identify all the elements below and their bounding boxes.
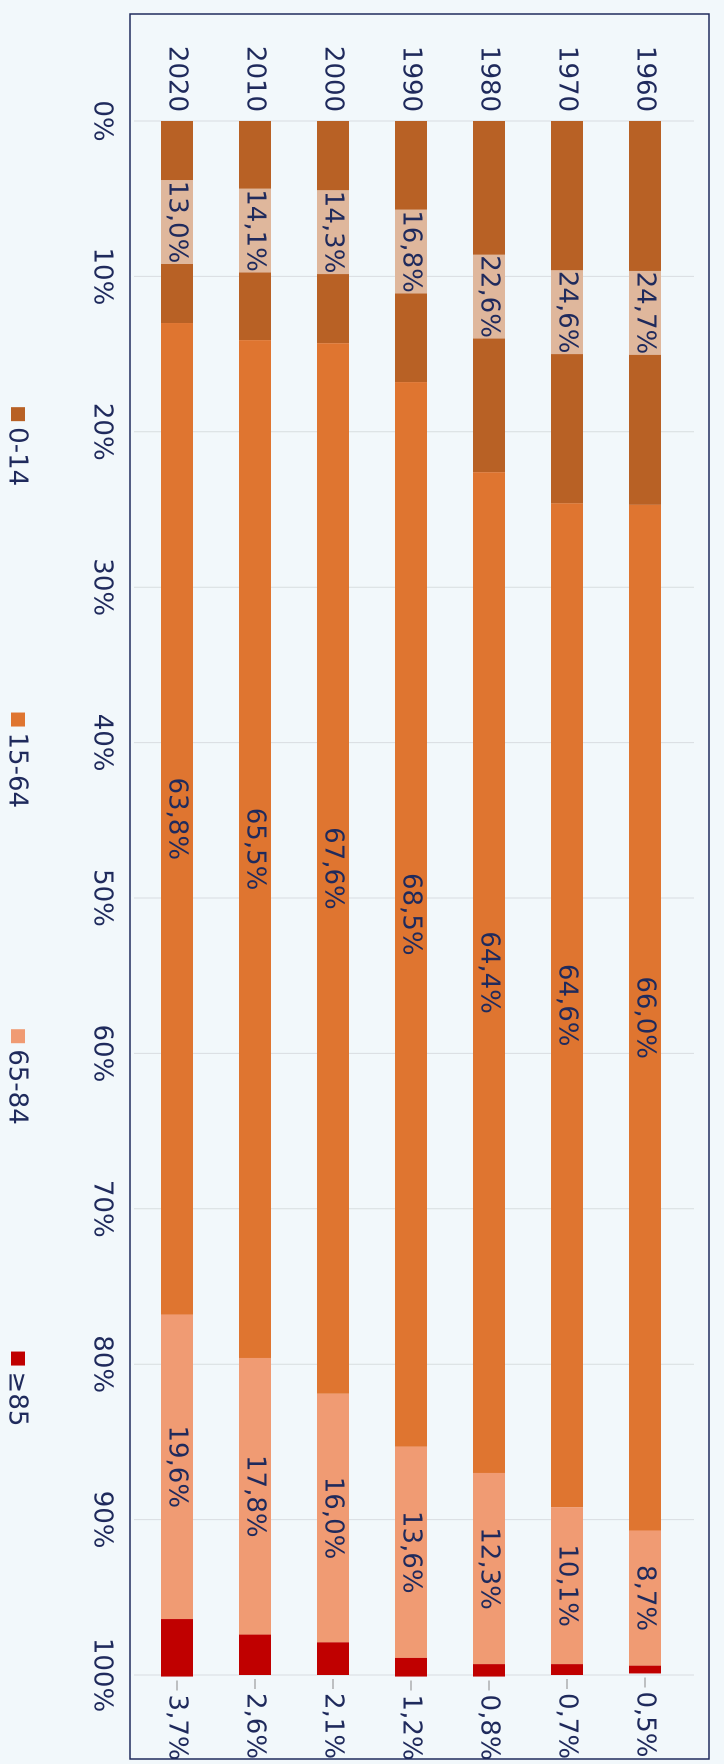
data-label: 1,2% <box>397 1695 427 1761</box>
data-label-bg <box>395 209 427 294</box>
category-label: 1990 <box>397 46 427 112</box>
data-label-bg <box>239 188 271 273</box>
bar-segment <box>473 1664 505 1677</box>
data-label: 19,6% <box>163 1425 193 1508</box>
data-label-bg <box>551 270 583 355</box>
data-label: 2,1% <box>319 1693 349 1759</box>
data-label: 13,0% <box>163 181 193 264</box>
plot-border <box>129 13 710 1760</box>
x-tick-label: 70% <box>88 1180 118 1238</box>
bar-segment <box>629 1665 661 1674</box>
legend-label: 15-64 <box>3 733 33 809</box>
bar-segment <box>161 323 193 1315</box>
legend-swatch <box>11 1351 25 1366</box>
bar-segment <box>317 1642 349 1675</box>
data-label: 13,6% <box>397 1511 427 1594</box>
data-label: 10,1% <box>553 1544 583 1627</box>
data-label: 2,6% <box>241 1693 271 1759</box>
data-label: 0,8% <box>475 1695 505 1761</box>
x-tick-label: 10% <box>88 248 118 306</box>
x-tick-label: 50% <box>88 869 118 927</box>
data-label-bg <box>317 190 349 275</box>
data-label: 64,4% <box>475 931 505 1014</box>
bar-segment <box>239 340 271 1358</box>
data-label: 22,6% <box>475 255 505 338</box>
legend-swatch <box>11 407 25 422</box>
data-label: 3,7% <box>163 1695 193 1761</box>
bar-segment <box>395 1446 427 1658</box>
data-label: 24,7% <box>631 272 661 355</box>
legend-swatch <box>11 712 25 727</box>
category-label: 2000 <box>319 46 349 112</box>
x-tick-label: 80% <box>88 1335 118 1393</box>
bar-segment <box>161 1314 193 1620</box>
data-label: 17,8% <box>241 1455 271 1538</box>
category-label: 2020 <box>163 46 193 112</box>
data-label: 8,7% <box>631 1565 661 1631</box>
legend-label: ≥85 <box>3 1372 33 1427</box>
x-tick-label: 20% <box>88 403 118 461</box>
data-label: 67,6% <box>319 827 349 910</box>
data-label: 0,7% <box>553 1693 583 1759</box>
legend-label: 0-14 <box>3 427 33 486</box>
bar-segment <box>395 382 427 1447</box>
category-label: 1970 <box>553 46 583 112</box>
bar-segment <box>317 343 349 1394</box>
bar-segment <box>239 1634 271 1675</box>
x-tick-label: 0% <box>88 100 118 141</box>
bar-segment <box>551 503 583 1508</box>
bar-segment <box>161 1619 193 1677</box>
bar-segment <box>551 1664 583 1675</box>
bar-segment <box>395 1657 427 1677</box>
bar-segment <box>239 1357 271 1635</box>
bar-segment <box>629 504 661 1531</box>
category-label: 1980 <box>475 46 505 112</box>
data-label: 0,5% <box>631 1691 661 1757</box>
bar-segment <box>629 1530 661 1666</box>
bar-segment <box>551 1507 583 1665</box>
data-label: 16,0% <box>319 1477 349 1560</box>
bar-segment <box>473 472 505 1473</box>
category-label: 1960 <box>631 46 661 112</box>
category-label: 2010 <box>241 46 271 112</box>
data-label: 64,6% <box>553 964 583 1047</box>
data-label: 16,8% <box>397 210 427 293</box>
data-label: 63,8% <box>163 777 193 860</box>
data-label-bg <box>629 270 661 355</box>
data-label-bg <box>161 180 193 265</box>
data-label: 14,3% <box>319 191 349 274</box>
data-label: 24,6% <box>553 271 583 354</box>
legend-swatch <box>11 1029 25 1044</box>
data-label-bg <box>473 254 505 339</box>
data-label: 14,1% <box>241 189 271 272</box>
data-label: 65,5% <box>241 808 271 891</box>
data-label: 66,0% <box>631 976 661 1059</box>
bar-segment <box>317 1393 349 1643</box>
x-tick-label: 90% <box>88 1491 118 1549</box>
data-label: 12,3% <box>475 1527 505 1610</box>
data-label: 68,5% <box>397 873 427 956</box>
x-tick-label: 40% <box>88 714 118 772</box>
bar-segment <box>473 1472 505 1665</box>
x-tick-label: 30% <box>88 558 118 616</box>
legend-label: 65-84 <box>3 1049 33 1125</box>
x-tick-label: 60% <box>88 1025 118 1083</box>
x-tick-label: 100% <box>88 1638 118 1712</box>
